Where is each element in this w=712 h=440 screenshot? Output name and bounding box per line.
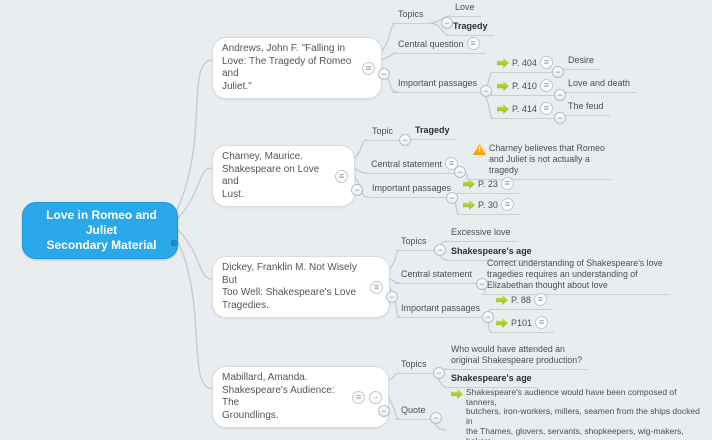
go-arrow-icon <box>463 200 475 210</box>
topics-label-andrews[interactable]: Topics <box>392 7 430 24</box>
collapse-button[interactable]: − <box>446 192 458 204</box>
collapse-button[interactable]: − <box>433 367 445 379</box>
topic-love[interactable]: Love <box>449 0 481 17</box>
source-node-charney-label: Charney, Maurice. Shakespeare on Love an… <box>222 151 320 200</box>
collapse-button[interactable]: − <box>386 291 398 303</box>
source-node-andrews-label: Andrews, John F. "Falling in Love: The T… <box>222 43 352 92</box>
go-arrow-icon <box>496 295 508 305</box>
source-node-dickey[interactable]: Dickey, Franklin M. Not Wisely But Too W… <box>212 256 390 318</box>
collapse-button[interactable]: − <box>552 66 564 78</box>
collapse-button[interactable]: − <box>476 278 488 290</box>
collapse-button[interactable]: − <box>441 17 453 29</box>
notes-icon[interactable]: ≡ <box>539 79 553 92</box>
topic-who-attended[interactable]: Who would have attended an original Shak… <box>445 343 589 370</box>
topic-shakespeares-age-dickey[interactable]: Shakespeare's age <box>445 244 538 261</box>
collapse-button[interactable]: − <box>434 244 446 256</box>
topic-shakespeares-age-mabillard[interactable]: Shakespeare's age <box>445 371 538 388</box>
collapse-button[interactable]: − <box>378 405 390 417</box>
passage-p30[interactable]: P. 30 ≡ <box>457 197 520 215</box>
notes-icon[interactable]: ≡ <box>362 61 375 75</box>
passage-topic-desire[interactable]: Desire <box>562 53 601 70</box>
collapse-button[interactable]: − <box>351 184 363 196</box>
go-arrow-icon <box>497 58 509 68</box>
passage-topic-love-and-death[interactable]: Love and death <box>562 76 637 93</box>
root-node-label: Love in Romeo and Juliet Secondary Mater… <box>46 208 157 252</box>
statement-node-dickey[interactable]: Correct understanding of Shakespeare's l… <box>481 257 669 295</box>
go-arrow-icon <box>496 318 508 328</box>
source-node-mabillard[interactable]: Mabillard, Amanda. Shakespeare's Audienc… <box>212 366 389 428</box>
notes-icon[interactable]: ≡ <box>335 169 348 183</box>
central-question-node[interactable]: Central question ≡ <box>392 36 486 54</box>
root-node[interactable]: Love in Romeo and Juliet Secondary Mater… <box>22 202 178 259</box>
collapse-button[interactable]: − <box>554 112 566 124</box>
passage-p101[interactable]: P101 ≡ <box>490 315 555 333</box>
collapse-button[interactable]: − <box>554 89 566 101</box>
collapse-button[interactable]: − <box>454 166 466 178</box>
topic-tragedy[interactable]: Tragedy <box>447 19 494 36</box>
passage-p410[interactable]: P. 410 ≡ <box>491 78 559 96</box>
topics-label-mabillard[interactable]: Topics <box>395 357 433 374</box>
notes-icon[interactable]: ≡ <box>352 390 365 404</box>
collapse-button[interactable]: − <box>480 85 492 97</box>
link-arrow-icon[interactable]: → <box>369 390 382 404</box>
notes-icon[interactable]: ≡ <box>535 316 549 329</box>
notes-icon[interactable]: ≡ <box>370 280 383 294</box>
passage-p414[interactable]: P. 414 ≡ <box>491 101 559 119</box>
source-node-dickey-label: Dickey, Franklin M. Not Wisely But Too W… <box>222 262 357 311</box>
source-node-andrews[interactable]: Andrews, John F. "Falling in Love: The T… <box>212 37 382 99</box>
quote-label[interactable]: Quote <box>395 403 432 420</box>
collapse-button[interactable]: − <box>482 311 494 323</box>
topics-label-dickey[interactable]: Topics <box>395 234 433 251</box>
passage-p88[interactable]: P. 88 ≡ <box>490 292 553 310</box>
topic-excessive-love[interactable]: Excessive love <box>445 225 517 242</box>
quote-node[interactable]: Shakespeare's audience would have been c… <box>445 387 712 440</box>
collapse-button[interactable]: − <box>430 412 442 424</box>
passage-topic-the-feud[interactable]: The feud <box>562 99 610 116</box>
selection-handle[interactable] <box>171 240 177 246</box>
passages-label-andrews[interactable]: Important passages <box>392 76 484 93</box>
notes-icon[interactable]: ≡ <box>466 37 480 50</box>
central-statement-label-dickey[interactable]: Central statement <box>395 267 479 284</box>
collapse-button[interactable]: − <box>399 134 411 146</box>
go-arrow-icon <box>497 81 509 91</box>
statement-node-charney[interactable]: ! Charney believes that Romeo and Juliet… <box>467 142 611 180</box>
notes-icon[interactable]: ≡ <box>500 198 514 211</box>
notes-icon[interactable]: ≡ <box>500 177 514 190</box>
passages-label-charney[interactable]: Important passages <box>366 181 458 198</box>
collapse-button[interactable]: − <box>378 68 390 80</box>
central-statement-label-charney[interactable]: Central statement ≡ <box>365 156 465 174</box>
source-node-mabillard-label: Mabillard, Amanda. Shakespeare's Audienc… <box>222 372 335 421</box>
go-arrow-icon <box>451 389 463 399</box>
topic-label-charney[interactable]: Topic <box>366 124 400 141</box>
notes-icon[interactable]: ≡ <box>539 102 553 115</box>
topic-tragedy-charney[interactable]: Tragedy <box>409 123 456 140</box>
warning-icon: ! <box>473 143 486 155</box>
go-arrow-icon <box>497 104 509 114</box>
passages-label-dickey[interactable]: Important passages <box>395 301 487 318</box>
go-arrow-icon <box>463 179 475 189</box>
notes-icon[interactable]: ≡ <box>539 56 553 69</box>
passage-p23[interactable]: P. 23 ≡ <box>457 176 520 194</box>
passage-p404[interactable]: P. 404 ≡ <box>491 55 559 73</box>
notes-icon[interactable]: ≡ <box>533 293 547 306</box>
source-node-charney[interactable]: Charney, Maurice. Shakespeare on Love an… <box>212 145 355 207</box>
